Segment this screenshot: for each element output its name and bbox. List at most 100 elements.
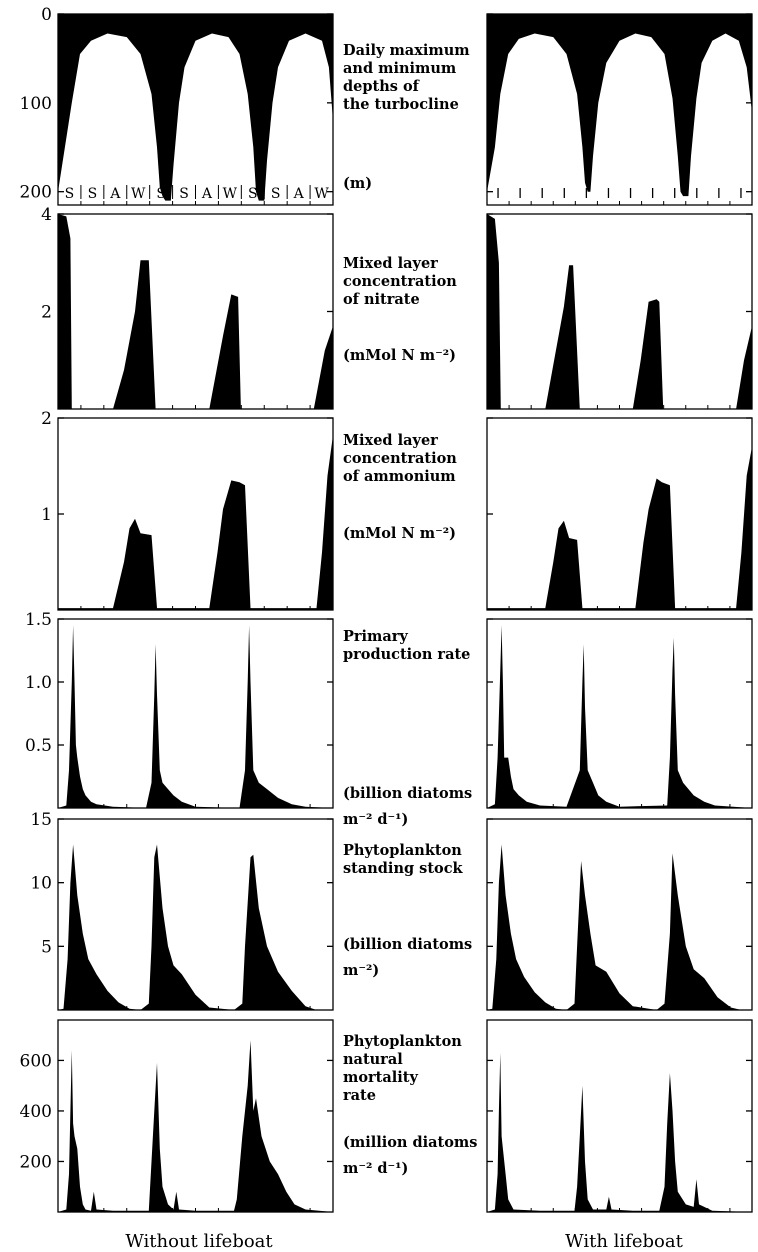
season-label: A	[293, 186, 305, 202]
season-label: A	[109, 186, 121, 202]
production-area-without	[58, 625, 333, 808]
season-label: S	[179, 186, 189, 202]
panel-label-line: concentration	[343, 450, 457, 467]
panel-turbocline-with	[486, 13, 753, 206]
nitrate-area-without	[58, 214, 333, 409]
plot-frame	[486, 13, 753, 206]
panel-unit-line: (billion diatoms	[343, 785, 472, 802]
y-tick-label: 0	[41, 5, 52, 25]
season-label: A	[201, 186, 213, 202]
nitrate-area-with	[487, 214, 752, 409]
y-tick-label: 1	[41, 505, 52, 525]
mortality-area-without	[58, 1040, 333, 1212]
y-tick-label: 200	[20, 183, 52, 203]
panel-label-line: Mixed layer	[343, 432, 438, 449]
panel-nitrate-with	[486, 213, 753, 410]
panel-ammonium-with	[486, 417, 753, 611]
panel-label-line: Phytoplankton	[343, 1033, 462, 1050]
panel-label-line: production rate	[343, 646, 470, 663]
panel-unit-line: (mMol N m⁻²)	[343, 347, 456, 364]
panel-unit-line: (million diatoms	[343, 1134, 477, 1151]
plot-frame	[486, 1019, 753, 1213]
season-label: S	[88, 186, 98, 202]
panel-label-line: Mixed layer	[343, 255, 438, 272]
plot-frame	[57, 13, 334, 206]
plot-frame	[57, 213, 334, 410]
panel-label-line: Primary	[343, 628, 408, 645]
panel-unit-line: m⁻² d⁻¹)	[343, 811, 408, 828]
panel-unit-line: (billion diatoms	[343, 936, 472, 953]
season-label: S	[65, 186, 75, 202]
panel-mortality-with	[486, 1019, 753, 1213]
caption-without-lifeboat: Without lifeboat	[125, 1231, 273, 1252]
panel-unit-line: (mMol N m⁻²)	[343, 525, 456, 542]
plot-frame	[486, 618, 753, 809]
panel-label-line: rate	[343, 1087, 376, 1104]
panel-stock-with	[486, 818, 753, 1011]
season-label: S	[271, 186, 281, 202]
y-tick-label: 400	[20, 1102, 52, 1122]
y-tick-label: 5	[41, 937, 52, 957]
panel-nitrate-without: 24	[41, 205, 334, 410]
panel-label-line: of nitrate	[343, 291, 420, 308]
y-tick-label: 1.0	[25, 673, 52, 693]
plot-frame	[57, 417, 334, 611]
season-label: W	[223, 186, 238, 202]
turbocline-depth-band-with	[487, 14, 752, 197]
panel-production-with	[486, 618, 753, 809]
stock-area-with	[487, 844, 752, 1010]
panel-label-line: mortality	[343, 1069, 418, 1086]
turbocline-depth-band-without	[58, 14, 333, 201]
caption-with-lifeboat: With lifeboat	[565, 1231, 683, 1252]
panel-stock-without: 5 10 15	[30, 810, 334, 1011]
ammonium-area-without	[58, 435, 333, 610]
mortality-area-with	[487, 1052, 752, 1212]
panel-unit-line: m⁻² d⁻¹)	[343, 1160, 408, 1177]
y-tick-label: 100	[20, 94, 52, 114]
season-label: S	[248, 186, 258, 202]
plot-frame	[486, 213, 753, 410]
y-tick-label: 200	[20, 1152, 52, 1172]
panel-label-line: standing stock	[343, 860, 464, 877]
panel-label-line: the turbocline	[343, 96, 459, 113]
panel-unit-line: m⁻²)	[343, 962, 379, 979]
panel-production-without: 0.5 1.0 1.5	[25, 610, 334, 809]
y-tick-label: 10	[30, 874, 52, 894]
y-tick-label: 2	[41, 409, 52, 429]
stock-area-without	[58, 844, 333, 1010]
panel-label-line: of ammonium	[343, 468, 456, 485]
panel-label-line: Phytoplankton	[343, 842, 462, 859]
y-tick-label: 600	[20, 1051, 52, 1071]
ammonium-area-with	[487, 446, 752, 610]
y-tick-label: 2	[41, 303, 52, 323]
plot-frame	[57, 1019, 334, 1213]
panel-mortality-without: 200 400 600	[20, 1019, 334, 1213]
panel-label-line: and minimum	[343, 60, 457, 77]
y-tick-label: 4	[41, 205, 52, 225]
y-tick-label: 15	[30, 810, 52, 830]
y-tick-label: 0.5	[25, 736, 52, 756]
season-label: W	[314, 186, 329, 202]
panel-label-line: concentration	[343, 273, 457, 290]
column-with-lifeboat	[486, 13, 753, 1213]
production-area-with	[487, 625, 752, 808]
plot-frame	[486, 417, 753, 611]
plot-frame	[57, 618, 334, 809]
y-tick-label: 1.5	[25, 610, 52, 630]
season-label: S	[156, 186, 166, 202]
season-label: W	[131, 186, 146, 202]
panel-label-line: Daily maximum	[343, 42, 470, 59]
panel-ammonium-without: 12	[41, 409, 334, 611]
panel-label-line: depths of	[343, 78, 421, 95]
panel-label-line: natural	[343, 1051, 403, 1068]
